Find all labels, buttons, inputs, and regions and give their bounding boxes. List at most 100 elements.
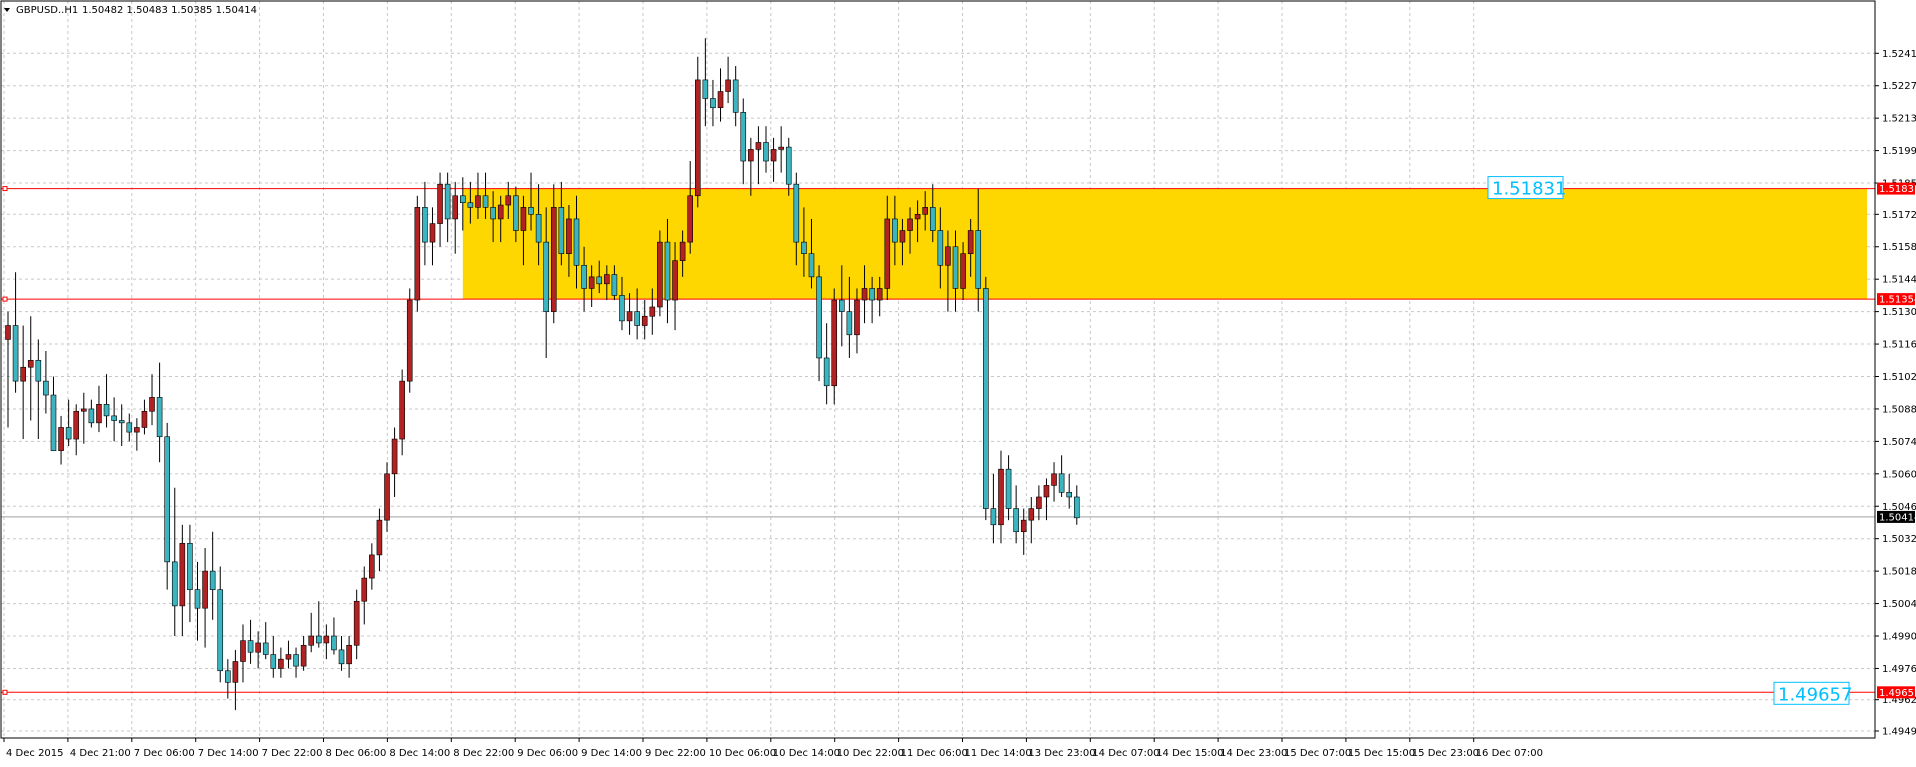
y-tick-label: 1.50040 (1882, 599, 1916, 610)
candle (892, 195, 898, 266)
candle (43, 351, 49, 414)
candle-body (391, 438, 398, 475)
candle (513, 186, 519, 243)
candle-body (558, 207, 565, 254)
candle-body (467, 202, 474, 208)
x-tick-label: 7 Dec 06:00 (134, 748, 195, 759)
candle (861, 265, 868, 324)
zone-rectangle[interactable] (462, 188, 1867, 300)
candle (20, 325, 26, 440)
candle-body (854, 299, 860, 336)
y-tick-label: 1.49490 (1882, 727, 1916, 738)
candle (81, 392, 87, 444)
y-tick-label: 1.51160 (1882, 340, 1916, 351)
level-price-tag: 1.51354 (1877, 293, 1916, 306)
candle (285, 640, 292, 669)
candle (725, 56, 731, 104)
y-tick-label: 1.50740 (1882, 437, 1916, 448)
x-tick-label: 9 Dec 06:00 (517, 748, 578, 759)
y-tick-label: 1.51300 (1882, 307, 1916, 318)
candle (217, 566, 224, 683)
candle-body (452, 195, 459, 220)
candle-body (1051, 473, 1057, 486)
candle (922, 191, 928, 231)
candle (308, 612, 315, 653)
candle (899, 218, 906, 266)
candle-body (399, 380, 405, 440)
level-anchor-handle[interactable] (2, 296, 8, 302)
candle-body (308, 635, 315, 646)
current-price-tag-bg (1877, 510, 1915, 523)
candle-body (513, 195, 519, 231)
candle-body (346, 644, 352, 665)
candle (831, 288, 838, 405)
candle-body (475, 195, 481, 208)
candle-body (1058, 473, 1065, 493)
x-tick-label: 14 Dec 23:00 (1220, 748, 1287, 759)
level-annotation-text: 1.49657 (1778, 684, 1852, 705)
candle-body (149, 397, 155, 412)
level-price-tag-bg (1877, 686, 1915, 699)
candle (247, 619, 254, 664)
candle-body (520, 207, 527, 231)
level-annotations[interactable]: 1.51831 1.49657 (1487, 176, 1852, 706)
candle-body (914, 214, 921, 220)
candle (543, 207, 549, 358)
candle-body (755, 142, 762, 150)
level-price-tag-bg (1877, 293, 1915, 306)
candle (194, 561, 201, 641)
y-tick-label: 1.51995 (1882, 146, 1916, 157)
candle-body (300, 644, 307, 667)
candle-body (164, 436, 170, 563)
candle-body (952, 246, 959, 289)
horizontal-levels[interactable] (1, 186, 1875, 695)
level-annotation[interactable]: 1.49657 (1773, 681, 1852, 705)
candle-body (998, 468, 1004, 526)
level-anchor-handle[interactable] (2, 186, 8, 192)
candle (596, 260, 603, 294)
candle (740, 98, 747, 185)
chart-header: GBPUSD..H1 1.50482 1.50483 1.50385 1.504… (4, 5, 257, 16)
candle (141, 399, 148, 435)
candle (353, 589, 360, 660)
candle-body (770, 149, 777, 162)
candle-body (899, 230, 906, 243)
candle-body (73, 410, 80, 440)
candle-body (88, 408, 95, 424)
candle (346, 636, 352, 678)
candle-body (65, 427, 72, 440)
candle-body (619, 295, 625, 322)
candle (528, 172, 534, 231)
supply-demand-zone[interactable] (462, 188, 1867, 300)
candle (967, 218, 974, 277)
level-annotation[interactable]: 1.51831 (1487, 176, 1566, 200)
candle (338, 636, 345, 671)
candle-body (194, 589, 201, 609)
candle (171, 487, 178, 637)
time-axis[interactable]: 4 Dec 2015 4 Dec 21:00 7 Dec 06:00 7 Dec 14… (3, 738, 1543, 759)
candle (937, 207, 944, 289)
candle (5, 311, 11, 428)
candle-body (361, 577, 368, 602)
x-tick-label: 9 Dec 22:00 (645, 748, 706, 759)
dropdown-triangle-icon[interactable] (4, 8, 10, 12)
candles (5, 38, 1080, 711)
candle-body (96, 404, 102, 424)
candle-body (1013, 508, 1019, 533)
candle (1066, 473, 1072, 509)
candle (73, 404, 80, 456)
candle-body (535, 214, 542, 243)
x-tick-label: 7 Dec 22:00 (262, 748, 323, 759)
level-anchor-handle[interactable] (2, 689, 8, 695)
candle-body (187, 543, 193, 590)
candle (497, 195, 504, 243)
candle-body (262, 642, 269, 655)
x-tick-label: 7 Dec 14:00 (198, 748, 259, 759)
candle-body (376, 519, 383, 556)
level-annotation-box (1487, 176, 1564, 200)
candle-body (43, 380, 49, 396)
candle-body (876, 288, 883, 301)
candle-body (331, 635, 337, 651)
